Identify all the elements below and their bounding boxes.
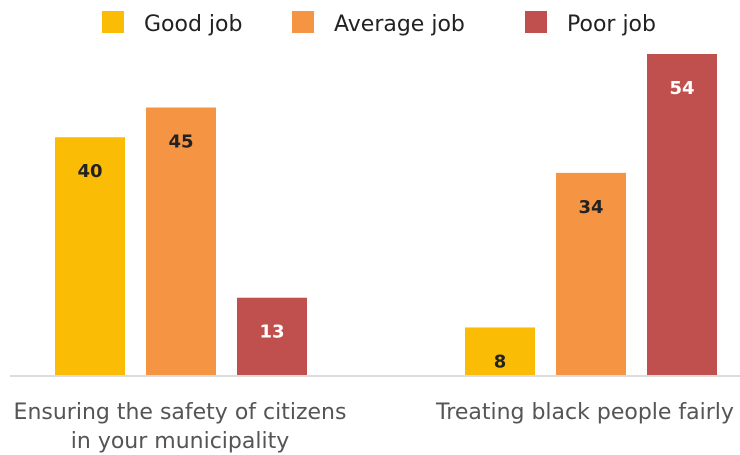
value-label-good-job-1: 40 [77, 161, 102, 182]
value-label-average-job-2: 34 [578, 197, 603, 218]
bar-good-job-1 [55, 137, 125, 375]
category-label-1: Ensuring the safety of citizens in your m… [14, 400, 347, 454]
legend-label-good-job: Good job [144, 12, 242, 37]
category-label-2: Treating black people fairly [435, 400, 734, 425]
value-label-good-job-2: 8 [494, 351, 507, 372]
legend-swatch-good-job [102, 11, 124, 33]
value-label-poor-job-1: 13 [259, 322, 284, 343]
category-label-line: in your municipality [71, 429, 289, 454]
category-label-line: Ensuring the safety of citizens [14, 400, 347, 425]
bar-poor-job-2 [647, 54, 717, 375]
legend: Good job Average job Poor job [102, 11, 656, 37]
bar-average-job-1 [146, 107, 216, 375]
bar-good-job-2 [465, 327, 535, 375]
legend-swatch-average-job [292, 11, 314, 33]
value-label-average-job-1: 45 [168, 132, 193, 153]
legend-label-average-job: Average job [334, 12, 465, 37]
legend-swatch-poor-job [525, 11, 547, 33]
bar-poor-job-1 [237, 297, 307, 375]
category-labels: Ensuring the safety of citizens in your m… [14, 400, 734, 454]
value-label-poor-job-2: 54 [669, 78, 694, 99]
category-label-line: Treating black people fairly [435, 400, 734, 425]
bars-group: 40 45 13 8 34 54 [55, 54, 717, 375]
legend-label-poor-job: Poor job [567, 12, 656, 37]
bar-average-job-2 [556, 172, 626, 375]
